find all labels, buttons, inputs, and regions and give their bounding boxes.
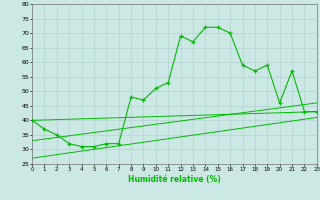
- X-axis label: Humidité relative (%): Humidité relative (%): [128, 175, 221, 184]
